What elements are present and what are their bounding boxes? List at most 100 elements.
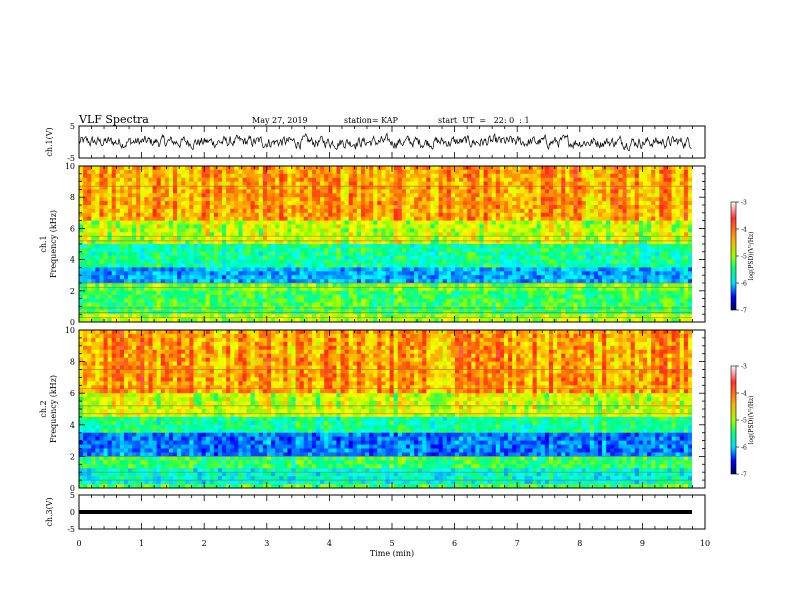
spectrogram-cell: [336, 271, 341, 276]
spectrogram-cell: [123, 244, 129, 249]
spectrogram-cell: [328, 244, 333, 249]
spectrogram-cell: [544, 185, 550, 190]
spectrogram-cell: [79, 169, 84, 175]
spectrogram-cell: [524, 232, 529, 237]
spectrogram-cell: [585, 236, 591, 241]
spectrogram-cell: [189, 263, 194, 268]
spectrogram-cell: [217, 314, 223, 319]
spectrogram-cell: [193, 247, 198, 253]
spectrogram-cell: [532, 271, 538, 276]
spectrogram-cell: [524, 228, 529, 233]
spectrogram-cell: [373, 286, 378, 292]
spectrogram-cell: [152, 201, 158, 206]
spectrogram-cell: [499, 197, 505, 202]
spectrogram-cell: [352, 185, 358, 190]
spectrogram-cell: [352, 259, 358, 264]
spectrogram-cell: [520, 224, 525, 229]
spectrogram-cell: [242, 318, 247, 323]
spectrogram-cell: [422, 201, 427, 206]
spectrogram-cell: [201, 286, 207, 292]
spectrogram-cell: [471, 197, 476, 202]
spectrogram-cell: [532, 294, 538, 299]
spectrogram-cell: [479, 228, 484, 233]
spectrogram-cell: [107, 224, 113, 229]
spectrogram-cell: [430, 240, 435, 245]
spectrogram-cell: [324, 212, 329, 218]
spectrogram-cell: [426, 259, 431, 264]
spectrogram-cell: [307, 298, 313, 303]
spectrogram-cell: [107, 205, 113, 210]
spectrogram-cell: [307, 224, 313, 229]
spectrogram-cell: [540, 216, 546, 221]
spectrogram-cell: [201, 181, 207, 186]
spectrogram-cell: [283, 318, 288, 323]
spectrogram-cell: [475, 255, 480, 260]
spectrogram-cell: [307, 251, 313, 257]
spectrogram-cell: [516, 279, 521, 284]
spectrogram-cell: [553, 251, 558, 257]
spectrogram-cell: [79, 267, 84, 272]
spectrogram-cell: [156, 197, 162, 202]
spectrogram-cell: [266, 255, 272, 260]
spectrogram-cell: [279, 224, 284, 229]
spectrogram-cell: [99, 255, 104, 260]
spectrogram-cell: [446, 224, 452, 229]
spectrogram-cell: [181, 290, 186, 296]
spectrogram-cell: [450, 271, 456, 276]
spectrogram-cell: [152, 263, 158, 268]
spectrogram-cell: [508, 166, 513, 171]
spectrogram-cell: [320, 189, 325, 194]
spectrogram-cell: [172, 216, 178, 221]
spectrogram-cell: [222, 306, 227, 311]
spectrogram-cell: [581, 173, 587, 179]
spectrogram-cell: [132, 197, 137, 202]
spectrogram-cell: [230, 271, 235, 276]
spectrogram-cell: [442, 240, 448, 245]
spectrogram-cell: [320, 263, 325, 268]
spectrogram-cell: [565, 279, 570, 284]
spectrogram-cell: [381, 298, 386, 303]
spectrogram-cell: [266, 294, 272, 299]
spectrogram-cell: [524, 166, 529, 171]
spectrogram-cell: [119, 318, 125, 323]
spectrogram-cell: [254, 224, 260, 229]
spectrogram-cell: [250, 263, 256, 268]
spectrogram-cell: [405, 181, 411, 186]
spectrogram-cell: [119, 247, 125, 253]
spectrogram-cell: [168, 294, 174, 299]
spectrogram-cell: [410, 259, 415, 264]
spectrogram-cell: [123, 228, 129, 233]
spectrogram-cell: [336, 228, 341, 233]
spectrogram-cell: [512, 236, 517, 241]
spectrogram-cell: [172, 263, 178, 268]
spectrogram-cell: [536, 177, 542, 182]
spectrogram-cell: [201, 177, 207, 182]
spectrogram-cell: [91, 318, 96, 323]
spectrogram-cell: [356, 286, 362, 292]
spectrogram-cell: [524, 247, 529, 253]
spectrogram-cell: [438, 224, 444, 229]
spectrogram-cell: [414, 232, 419, 237]
spectrogram-cell: [463, 271, 468, 276]
spectrogram-cell: [246, 279, 252, 284]
spectrogram-cell: [193, 259, 198, 264]
spectrogram-cell: [414, 216, 419, 221]
spectrogram-cell: [136, 232, 141, 237]
spectrogram-cell: [132, 185, 137, 190]
spectrogram-cell: [553, 271, 558, 276]
spectrogram-cell: [311, 177, 317, 182]
spectrogram-cell: [381, 259, 386, 264]
spectrogram-cell: [279, 216, 284, 221]
spectrogram-cell: [144, 216, 149, 221]
spectrogram-cell: [291, 201, 296, 206]
spectrogram-cell: [410, 185, 415, 190]
spectrogram-cell: [414, 208, 419, 214]
spectrogram-cell: [405, 275, 411, 280]
spectrogram-cell: [320, 298, 325, 303]
spectrogram-cell: [242, 290, 247, 296]
spectrogram-cell: [397, 290, 403, 296]
spectrogram-cell: [287, 173, 292, 179]
spectrogram-cell: [336, 169, 341, 175]
spectrogram-cell: [156, 177, 162, 182]
spectrogram-cell: [189, 224, 194, 229]
